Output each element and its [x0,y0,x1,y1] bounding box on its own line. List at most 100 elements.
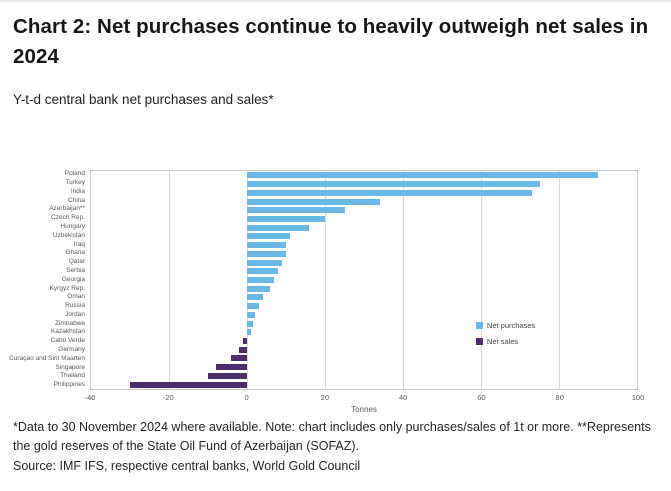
category-label: Jordan [65,310,85,318]
category-label: Iraq [73,240,85,248]
bar-row [91,249,637,258]
net-sales-bar-cura-ao-and-sint-maarten [231,355,247,362]
x-tick-label: -40 [84,393,96,402]
net-purchases-bar-india [247,189,532,196]
category-label: Thailand [60,372,85,380]
net-sales-bar-germany [239,346,247,353]
gridline [403,171,404,389]
x-tick-label: 20 [320,393,330,402]
net-purchases-bar-iraq [247,242,286,249]
gridline [325,171,326,389]
bar-row [91,206,637,215]
category-label: Uzbekistan [52,231,85,239]
x-tick-label: -20 [162,393,174,402]
net-sales-bar-philippines [130,381,247,388]
source: Source: IMF IFS, respective central bank… [13,458,361,473]
legend: Net purchases Net sales [475,321,536,353]
x-tick-label: 80 [555,393,564,402]
bar-row [91,363,637,372]
y-axis-labels: Poland Turkey India China Azerbaijan** Czech … [0,170,85,390]
category-label: Kazakhstan [51,328,85,336]
gridline [481,171,482,389]
category-label: Qatar [68,258,85,266]
legend-label: Net sales [486,337,519,347]
bar-row [91,337,637,346]
net-purchases-bar-russia [247,303,259,310]
x-axis-title: Tonnes [351,405,377,414]
net-sales-swatch-icon [475,338,483,346]
bar-row [91,284,637,293]
net-sales-bar-singapore [215,364,247,371]
net-purchases-bar-qatar [247,259,283,266]
bar-row [91,372,637,381]
legend-item-net-sales: Net sales [475,337,535,347]
category-label: China [68,196,85,204]
bar-row [91,293,637,302]
legend-label: Net purchases [486,321,536,331]
category-label: Azerbaijan** [49,205,85,213]
net-purchases-bar-ghana [247,250,286,257]
category-label: Poland [64,170,85,178]
chart-subtitle: Y-t-d central bank net purchases and sal… [13,92,274,107]
bar-row [91,276,637,285]
bar-row [91,232,637,241]
bar-row [91,188,637,197]
net-purchases-bar-oman [247,294,263,301]
category-label: Cabo Verde [50,337,85,345]
net-purchases-bar-hungary [247,224,310,231]
net-purchases-bar-china [247,198,380,205]
chart-title: Chart 2: Net purchases continue to heavi… [13,15,649,68]
category-label: Turkey [65,178,85,186]
bar-row [91,223,637,232]
bar-row [91,180,637,189]
net-sales-bar-cabo-verde [243,338,247,345]
category-label: Czech Rep. [51,214,85,222]
net-purchases-bar-kyrgyz-rep- [247,285,271,292]
category-label: Curaçao and Sint Maarten [9,354,85,362]
bar-row [91,171,637,180]
net-purchases-bar-zimbabwe [247,320,253,327]
net-purchases-bar-azerbaijan- [247,207,345,214]
bar-row [91,267,637,276]
category-label: Ghana [65,249,85,257]
net-purchases-bar-poland [247,172,598,179]
net-purchases-bar-turkey [247,181,540,188]
bar-row [91,258,637,267]
net-purchases-bar-georgia [247,276,275,283]
category-label: Kyrgyz Rep. [49,284,85,292]
x-tick-label: 0 [244,393,249,402]
bar-row [91,328,637,337]
category-label: India [70,187,85,195]
x-tick-label: 100 [631,393,645,402]
plot-area: Net purchases Net sales [90,170,638,390]
chart-footer: *Data to 30 November 2024 where availabl… [13,418,663,476]
bar-row [91,380,637,389]
bar-row [91,345,637,354]
category-label: Zimbabwe [55,319,85,327]
bar-row [91,197,637,206]
bar-row [91,302,637,311]
legend-item-net-purchases: Net purchases [475,321,536,331]
category-label: Germany [58,346,85,354]
net-purchases-swatch-icon [475,322,483,330]
bar-rows [91,171,637,389]
bar-row [91,354,637,363]
x-axis-ticks: -40 -20 0 20 40 60 80 100 [85,393,645,403]
bar-row [91,215,637,224]
net-purchases-bar-czech-rep- [247,215,325,222]
category-label: Serbia [66,266,85,274]
gridline [559,171,560,389]
category-label: Russia [65,302,85,310]
x-tick-label: 40 [398,393,408,402]
net-purchases-bar-serbia [247,268,279,275]
net-sales-bar-thailand [208,372,247,379]
net-purchases-bar-uzbekistan [247,233,290,240]
x-tick-label: 60 [477,393,486,402]
bar-row [91,319,637,328]
category-label: Hungary [60,222,85,230]
category-label: Georgia [61,275,85,283]
gridline [169,171,170,389]
category-label: Oman [67,293,85,301]
net-purchases-bar-kazakhstan [247,329,251,336]
